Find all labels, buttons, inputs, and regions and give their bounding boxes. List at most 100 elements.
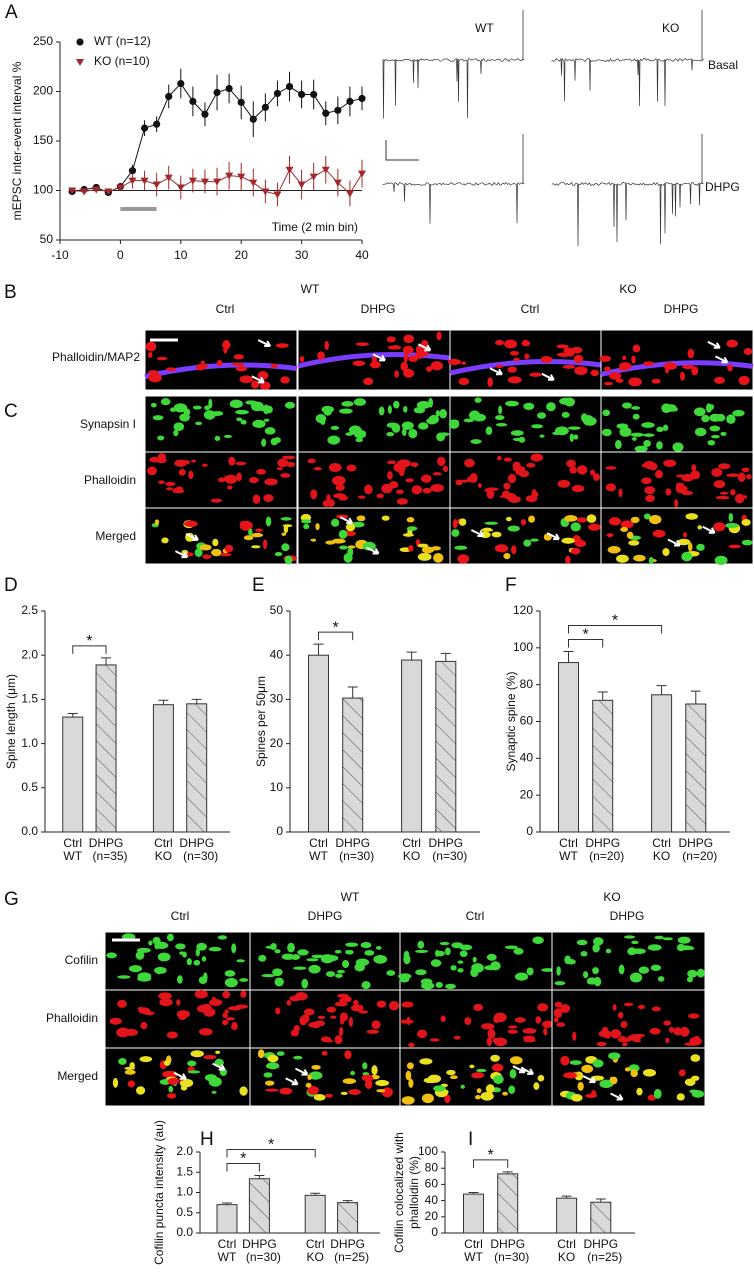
point <box>140 177 149 185</box>
puncta <box>521 340 531 347</box>
puncta <box>140 1021 148 1030</box>
puncta <box>633 554 646 562</box>
puncta <box>307 458 316 464</box>
significance-bracket <box>318 631 354 641</box>
puncta <box>498 405 503 415</box>
puncta <box>381 515 390 521</box>
puncta <box>364 950 375 956</box>
puncta <box>618 488 623 498</box>
puncta <box>619 362 632 371</box>
puncta <box>167 1077 180 1085</box>
micrograph <box>449 451 603 509</box>
puncta <box>528 515 536 523</box>
puncta <box>263 1072 273 1078</box>
puncta <box>439 941 450 946</box>
puncta <box>325 971 336 978</box>
x-sublabel: WT <box>218 1250 237 1264</box>
puncta <box>215 1050 221 1055</box>
puncta <box>435 410 440 417</box>
puncta <box>535 1016 542 1024</box>
puncta <box>689 1036 702 1046</box>
puncta <box>634 445 648 453</box>
puncta <box>560 1004 571 1013</box>
puncta <box>570 547 581 555</box>
y-tick-label: 0 <box>431 1225 438 1239</box>
puncta <box>472 956 477 963</box>
condition-label: Ctrl <box>521 302 540 316</box>
puncta <box>415 949 429 953</box>
puncta <box>421 1093 434 1104</box>
puncta <box>172 489 185 494</box>
puncta <box>622 402 632 409</box>
puncta <box>725 522 739 529</box>
point <box>298 90 306 99</box>
puncta <box>290 1029 299 1037</box>
puncta <box>522 1028 537 1034</box>
puncta <box>179 1078 194 1088</box>
y-axis-label: Cofilin puncta intensity (au) <box>152 1120 166 1265</box>
condition-label: Ctrl <box>466 909 485 923</box>
y-tick-label: 20 <box>270 736 284 750</box>
y-tick-label: 40 <box>270 647 284 661</box>
puncta <box>485 487 499 492</box>
puncta <box>624 1067 631 1072</box>
puncta <box>604 366 611 372</box>
puncta <box>158 480 165 485</box>
puncta <box>512 437 525 442</box>
puncta <box>225 1017 236 1021</box>
puncta <box>187 1060 197 1067</box>
point <box>345 190 354 198</box>
puncta <box>287 942 295 953</box>
image-background <box>600 329 754 391</box>
puncta <box>325 1093 333 1098</box>
puncta <box>193 959 201 966</box>
puncta <box>665 488 672 496</box>
puncta <box>277 458 289 468</box>
micrograph <box>551 989 706 1049</box>
puncta <box>176 999 181 1006</box>
bar <box>308 654 329 833</box>
puncta <box>162 1071 175 1078</box>
puncta <box>231 362 244 366</box>
point <box>273 89 282 98</box>
legend-marker <box>76 59 84 66</box>
puncta <box>687 542 693 552</box>
arrow <box>417 343 432 352</box>
y-axis-label: mEPSC inter-event interval % <box>10 61 24 220</box>
x-tick-label: DHPG <box>490 1237 525 1251</box>
arrow <box>667 538 681 547</box>
puncta <box>221 343 232 347</box>
puncta <box>620 520 634 529</box>
puncta <box>263 418 270 422</box>
y-tick-label: 20 <box>425 1209 439 1223</box>
puncta <box>387 405 392 414</box>
puncta <box>240 990 247 998</box>
puncta <box>224 1009 229 1014</box>
arrow <box>702 525 716 534</box>
error-bar <box>690 690 701 705</box>
puncta <box>236 472 242 482</box>
puncta <box>445 983 456 989</box>
puncta <box>330 425 340 430</box>
puncta <box>248 477 259 484</box>
bar <box>401 659 423 833</box>
point <box>189 97 197 105</box>
puncta <box>588 523 601 531</box>
y-tick-label: 150 <box>33 133 53 147</box>
puncta <box>335 484 345 491</box>
bar <box>556 1197 578 1234</box>
puncta <box>184 520 198 527</box>
puncta <box>463 418 474 423</box>
puncta <box>168 1085 174 1093</box>
trace <box>551 57 704 107</box>
puncta <box>728 512 734 522</box>
puncta <box>642 1069 657 1077</box>
puncta <box>513 357 520 362</box>
puncta <box>173 429 179 437</box>
puncta <box>334 1035 343 1045</box>
puncta <box>449 1075 458 1080</box>
puncta <box>696 968 705 978</box>
puncta <box>426 366 433 372</box>
puncta <box>457 968 464 973</box>
puncta <box>276 1051 285 1056</box>
